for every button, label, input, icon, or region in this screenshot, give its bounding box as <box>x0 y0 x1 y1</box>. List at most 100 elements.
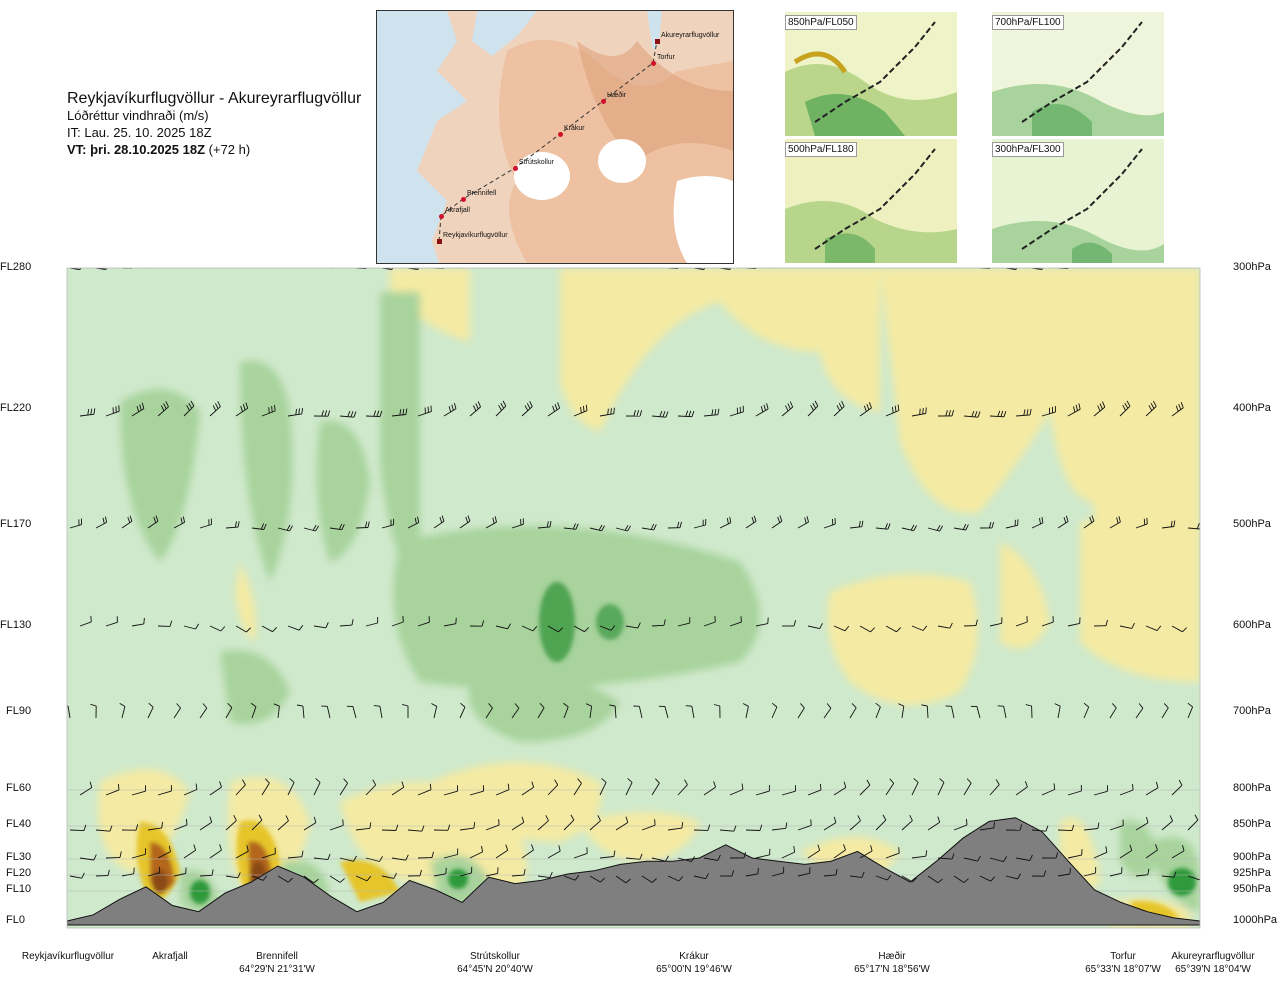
route-point-label: Strútskollur <box>519 159 555 166</box>
wind-barb-feather <box>613 407 615 414</box>
wind-barbs <box>67 262 1200 884</box>
wind-barb-feather <box>785 405 789 412</box>
wind-barb-feather <box>1126 400 1131 407</box>
wind-barb-feather <box>757 867 759 874</box>
wind-barb-feather <box>470 262 471 266</box>
wind-barb <box>719 829 734 832</box>
wind-barb-feather <box>949 622 953 629</box>
wind-barb-feather <box>93 854 97 861</box>
wind-barb-feather <box>753 268 755 269</box>
wind-barb-feather <box>1105 846 1108 853</box>
mini-map-300[interactable]: 300hPa/FL300 <box>992 139 1164 263</box>
wind-barb <box>755 408 769 417</box>
wind-barb-feather <box>240 405 243 412</box>
x-axis-point: Torfur 65°33'N 18°07'W <box>1068 950 1178 976</box>
x-axis-point: Akureyrarflugvöllur 65°39'N 18°04'W <box>1158 950 1268 976</box>
cross-section-chart <box>66 262 1201 929</box>
route-point-marker <box>651 61 656 66</box>
wind-barb <box>926 705 929 719</box>
wind-barb-feather <box>585 404 588 411</box>
wind-barb <box>771 520 783 529</box>
wind-barb-feather <box>246 627 252 633</box>
wind-barb-feather <box>717 408 720 415</box>
wind-barb-feather <box>245 402 249 409</box>
wind-barb <box>486 268 488 269</box>
wind-barb <box>147 827 162 831</box>
mini-map-label: 850hPa/FL050 <box>785 15 857 30</box>
route-point-marker <box>655 39 660 44</box>
wind-barb <box>755 854 770 859</box>
wind-barb-feather <box>220 626 226 632</box>
wind-barb-feather <box>285 262 287 263</box>
route-point-label: Krákur <box>564 125 585 132</box>
wind-barb <box>911 625 924 631</box>
wind-barb-feather <box>557 402 561 409</box>
wind-barb-feather <box>234 521 237 528</box>
wind-barb-feather <box>844 625 850 632</box>
wind-barb-feather <box>517 262 519 264</box>
wind-barb <box>326 706 331 719</box>
wind-barb-feather <box>1083 702 1089 708</box>
wind-barb-feather <box>546 521 549 528</box>
mini-map-700[interactable]: 700hPa/FL100 <box>992 12 1164 136</box>
wind-barb-feather <box>793 620 797 627</box>
wind-barb-feather <box>960 262 961 267</box>
wind-barb-feather <box>819 783 822 790</box>
wind-barb-feather <box>707 824 711 831</box>
wind-barb-feather <box>467 515 471 522</box>
wind-barb-feather <box>610 625 616 631</box>
mini-map-500[interactable]: 500hPa/FL180 <box>785 139 957 263</box>
wind-barb <box>807 405 819 417</box>
wind-barb <box>1005 524 1018 529</box>
wind-barb-feather <box>1150 402 1155 409</box>
wind-barb-feather <box>648 262 649 267</box>
wind-barb-feather <box>882 814 887 821</box>
wind-barb-feather <box>531 844 534 851</box>
wind-barb-feather <box>165 401 169 407</box>
wind-barb-feather <box>912 877 918 883</box>
wind-barb-feather <box>991 521 995 529</box>
wind-barb-feather <box>913 525 917 531</box>
x-axis-point-coord: 65°17'N 18°56'W <box>854 964 930 975</box>
wind-barb <box>1109 707 1117 719</box>
wind-barb <box>225 820 237 831</box>
wind-barb <box>261 853 276 859</box>
wind-barb <box>131 790 146 796</box>
wind-barb-feather <box>598 524 603 531</box>
wind-barb-feather <box>995 779 1000 785</box>
wind-barb <box>537 820 549 831</box>
wind-barb-feather <box>453 402 457 409</box>
wind-barb-feather <box>87 409 90 416</box>
wind-barb-feather <box>477 401 482 408</box>
wind-barb <box>173 522 185 529</box>
wind-barb <box>1031 829 1046 832</box>
wind-barb-feather <box>1170 520 1173 527</box>
wind-barb <box>979 875 991 882</box>
wind-barb-feather <box>419 869 422 876</box>
wind-barb <box>251 527 264 530</box>
wind-barb-feather <box>507 623 511 630</box>
wind-barb <box>121 873 134 877</box>
mini-map-850[interactable]: 850hPa/FL050 <box>785 12 957 136</box>
wind-barb <box>1041 411 1056 417</box>
wind-barb <box>131 853 146 859</box>
wind-barb <box>927 821 940 831</box>
wind-barb-feather <box>315 525 319 532</box>
wind-barb <box>745 706 749 719</box>
wind-barb-feather <box>180 517 183 524</box>
wind-barb-feather <box>909 814 913 821</box>
wind-barb-feather <box>451 404 454 411</box>
x-axis-point-coord: 64°29'N 21°31'W <box>239 964 315 975</box>
wind-barb-feather <box>989 268 991 269</box>
route-point-marker <box>439 214 444 219</box>
wind-barb-feather <box>1092 262 1093 267</box>
wind-barb <box>252 268 253 269</box>
wind-barb <box>365 784 377 796</box>
wind-barb-feather <box>663 619 666 626</box>
wind-barb-feather <box>814 400 819 407</box>
wind-barb <box>79 857 94 861</box>
wind-barb-feather <box>156 262 157 267</box>
wind-barb-feather <box>131 268 133 269</box>
wind-barb <box>1109 521 1121 529</box>
wind-barb <box>599 413 614 417</box>
